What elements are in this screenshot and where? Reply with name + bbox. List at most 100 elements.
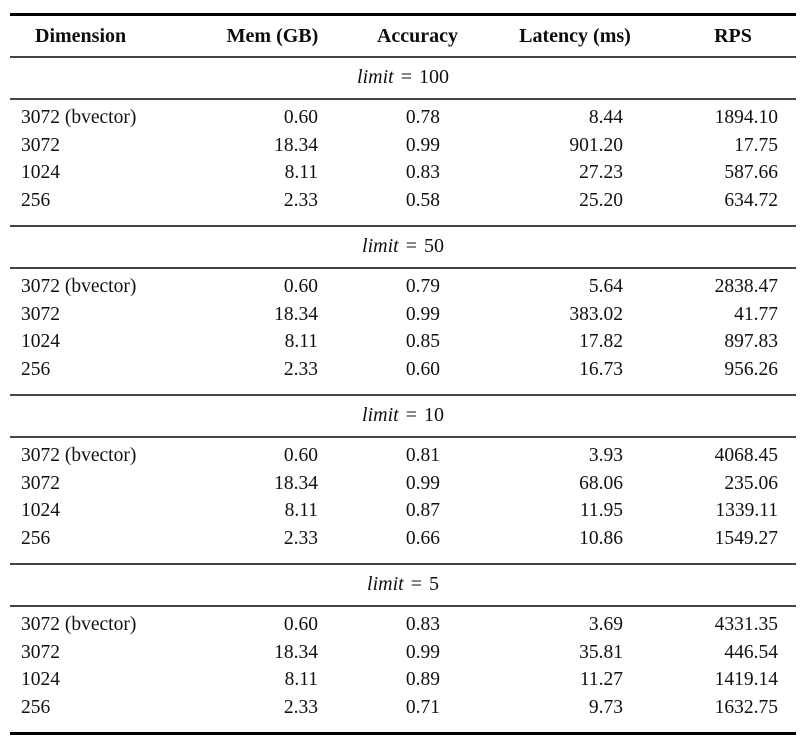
cell-dimension: 256 xyxy=(21,189,51,211)
cell-rps: 1339.11 xyxy=(715,500,778,521)
table-row: 3072 (bvector) 0.60 0.81 3.93 4068.45 xyxy=(10,437,796,470)
limit-value: 100 xyxy=(418,66,449,89)
cell-accuracy: 0.58 xyxy=(405,189,440,211)
table-row: 3072 18.34 0.99 901.20 17.75 xyxy=(10,132,796,160)
cell-rps: 2838.47 xyxy=(714,276,778,297)
cell-mem: 2.33 xyxy=(283,189,318,211)
table-row: 256 2.33 0.58 25.20 634.72 xyxy=(10,187,796,227)
cell-rps: 4068.45 xyxy=(714,445,778,466)
table-row: 256 2.33 0.60 16.73 956.26 xyxy=(10,356,796,396)
table-row: 3072 18.34 0.99 68.06 235.06 xyxy=(10,470,796,498)
section-label: limit = 50 xyxy=(10,225,796,269)
cell-mem: 8.11 xyxy=(284,500,318,521)
cell-accuracy: 0.89 xyxy=(405,669,440,690)
cell-mem: 0.60 xyxy=(283,445,318,466)
cell-mem: 2.33 xyxy=(283,527,318,549)
cell-latency: 11.27 xyxy=(579,669,623,690)
table-row: 1024 8.11 0.85 17.82 897.83 xyxy=(10,328,796,356)
section-limit-5: limit = 5 3072 (bvector) 0.60 0.83 3.69 43… xyxy=(10,563,796,735)
cell-dimension: 1024 xyxy=(21,331,60,352)
cell-dimension: 256 xyxy=(21,358,51,380)
cell-mem: 8.11 xyxy=(284,162,318,183)
cell-accuracy: 0.79 xyxy=(405,276,440,297)
cell-rps: 41.77 xyxy=(734,303,778,325)
cell-accuracy: 0.87 xyxy=(405,500,440,521)
table-row: 3072 (bvector) 0.60 0.79 5.64 2838.47 xyxy=(10,268,796,301)
cell-rps: 17.75 xyxy=(734,134,778,156)
cell-accuracy: 0.85 xyxy=(405,331,440,352)
equals-sign: = xyxy=(400,66,412,89)
cell-latency: 16.73 xyxy=(579,358,623,380)
table-row: 256 2.33 0.71 9.73 1632.75 xyxy=(10,693,796,735)
cell-mem: 0.60 xyxy=(283,276,318,297)
cell-dimension: 256 xyxy=(10,693,190,735)
section-label-row: limit = 100 xyxy=(10,56,796,100)
table-row: 1024 8.11 0.89 11.27 1419.14 xyxy=(10,666,796,694)
cell-dimension: 256 xyxy=(21,527,51,549)
cell-accuracy: 0.99 xyxy=(405,303,440,325)
cell-latency: 3.93 xyxy=(588,445,623,466)
cell-rps: 4331.35 xyxy=(714,614,778,635)
section-label: limit = 100 xyxy=(10,56,796,100)
cell-dimension: 3072 xyxy=(21,641,60,663)
cell-mem: 18.34 xyxy=(274,472,318,494)
limit-value: 10 xyxy=(423,404,444,427)
cell-mem: 0.60 xyxy=(283,107,318,128)
section-limit-10: limit = 10 3072 (bvector) 0.60 0.81 3.93 4… xyxy=(10,394,796,565)
col-header-rps: RPS xyxy=(670,13,796,58)
col-header-accuracy: Accuracy xyxy=(355,13,480,58)
cell-rps: 897.83 xyxy=(724,331,778,352)
cell-latency: 17.82 xyxy=(579,331,623,352)
table-row: 1024 8.11 0.83 27.23 587.66 xyxy=(10,159,796,187)
cell-dimension: 1024 xyxy=(21,500,60,521)
col-header-latency: Latency (ms) xyxy=(480,13,670,58)
limit-value: 5 xyxy=(428,573,439,596)
cell-dimension: 3072 (bvector) xyxy=(21,614,137,635)
limit-variable: limit xyxy=(362,235,399,258)
cell-accuracy: 0.78 xyxy=(405,107,440,128)
benchmark-table: Dimension Mem (GB) Accuracy Latency (ms)… xyxy=(10,13,796,735)
cell-mem: 18.34 xyxy=(274,303,318,325)
cell-rps: 587.66 xyxy=(724,162,778,183)
limit-variable: limit xyxy=(362,404,399,427)
cell-latency: 383.02 xyxy=(569,303,623,325)
cell-accuracy: 0.66 xyxy=(405,527,440,549)
cell-latency: 68.06 xyxy=(579,472,623,494)
section-label-row: limit = 50 xyxy=(10,225,796,269)
limit-variable: limit xyxy=(367,573,404,596)
cell-latency: 11.95 xyxy=(579,500,623,521)
cell-accuracy: 0.99 xyxy=(405,641,440,663)
cell-accuracy: 0.83 xyxy=(405,614,440,635)
cell-dimension: 3072 (bvector) xyxy=(21,276,137,297)
table-row: 1024 8.11 0.87 11.95 1339.11 xyxy=(10,497,796,525)
section-label-row: limit = 10 xyxy=(10,394,796,438)
table-row: 3072 (bvector) 0.60 0.78 8.44 1894.10 xyxy=(10,99,796,132)
section-limit-50: limit = 50 3072 (bvector) 0.60 0.79 5.64 2… xyxy=(10,225,796,396)
cell-mem: 2.33 xyxy=(283,358,318,380)
cell-accuracy: 0.99 xyxy=(405,472,440,494)
cell-latency: 25.20 xyxy=(579,189,623,211)
cell-latency: 35.81 xyxy=(579,641,623,663)
cell-latency: 901.20 xyxy=(569,134,623,156)
limit-value: 50 xyxy=(423,235,444,258)
table-row: 256 2.33 0.66 10.86 1549.27 xyxy=(10,525,796,565)
cell-mem: 18.34 xyxy=(274,134,318,156)
equals-sign: = xyxy=(405,235,417,258)
col-header-mem: Mem (GB) xyxy=(190,13,355,58)
cell-rps: 1419.14 xyxy=(714,669,778,690)
cell-rps: 446.54 xyxy=(724,641,778,663)
section-label-row: limit = 5 xyxy=(10,563,796,607)
cell-mem: 2.33 xyxy=(190,693,355,735)
cell-accuracy: 0.81 xyxy=(405,445,440,466)
cell-rps: 634.72 xyxy=(724,189,778,211)
cell-latency: 27.23 xyxy=(579,162,623,183)
equals-sign: = xyxy=(405,404,417,427)
cell-mem: 8.11 xyxy=(284,331,318,352)
equals-sign: = xyxy=(410,573,422,596)
table-row: 3072 18.34 0.99 35.81 446.54 xyxy=(10,639,796,667)
cell-dimension: 3072 (bvector) xyxy=(21,445,137,466)
cell-rps: 956.26 xyxy=(724,358,778,380)
cell-rps: 235.06 xyxy=(724,472,778,494)
cell-dimension: 1024 xyxy=(21,162,60,183)
